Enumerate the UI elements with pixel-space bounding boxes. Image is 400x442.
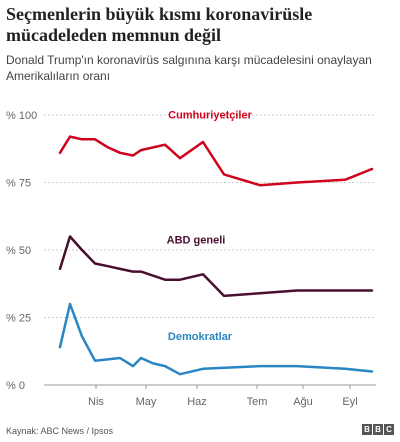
- logo-letter: B: [362, 424, 372, 435]
- y-tick-label: % 0: [6, 380, 25, 392]
- source-note: Kaynak: ABC News / Ipsos: [6, 426, 114, 436]
- series-line: [58, 302, 374, 376]
- x-tick-label: Nis: [88, 396, 104, 408]
- y-tick-label: % 75: [6, 178, 31, 190]
- line-chart: % 0 % 25 % 50 % 75 % 100 Nis May Haz Tem Ağu Eyl Cu…: [6, 109, 376, 408]
- logo-letter: C: [384, 424, 394, 435]
- x-tick-label: Ağu: [293, 396, 313, 408]
- x-tick-label: May: [136, 396, 157, 408]
- series-line: [58, 135, 374, 187]
- x-tick-label: Eyl: [342, 396, 357, 408]
- y-tick-label: % 25: [6, 313, 31, 325]
- bbc-logo: B B C: [362, 424, 394, 435]
- series-line: [58, 235, 374, 298]
- y-tick-label: % 100: [6, 110, 37, 122]
- series-label: ABD geneli: [167, 234, 226, 246]
- x-tick-label: Haz: [187, 396, 207, 408]
- chart-title: Seçmenlerin büyük kısmı koronavirüsle mü…: [6, 4, 313, 45]
- logo-letter: B: [373, 424, 383, 435]
- y-tick-label: % 50: [6, 245, 31, 257]
- series-label: Cumhuriyetçiler: [168, 109, 252, 121]
- chart-subtitle: Donald Trump'ın koronavirüs salgınına ka…: [6, 53, 372, 83]
- series-label: Demokratlar: [168, 331, 233, 343]
- x-tick-label: Tem: [247, 396, 268, 408]
